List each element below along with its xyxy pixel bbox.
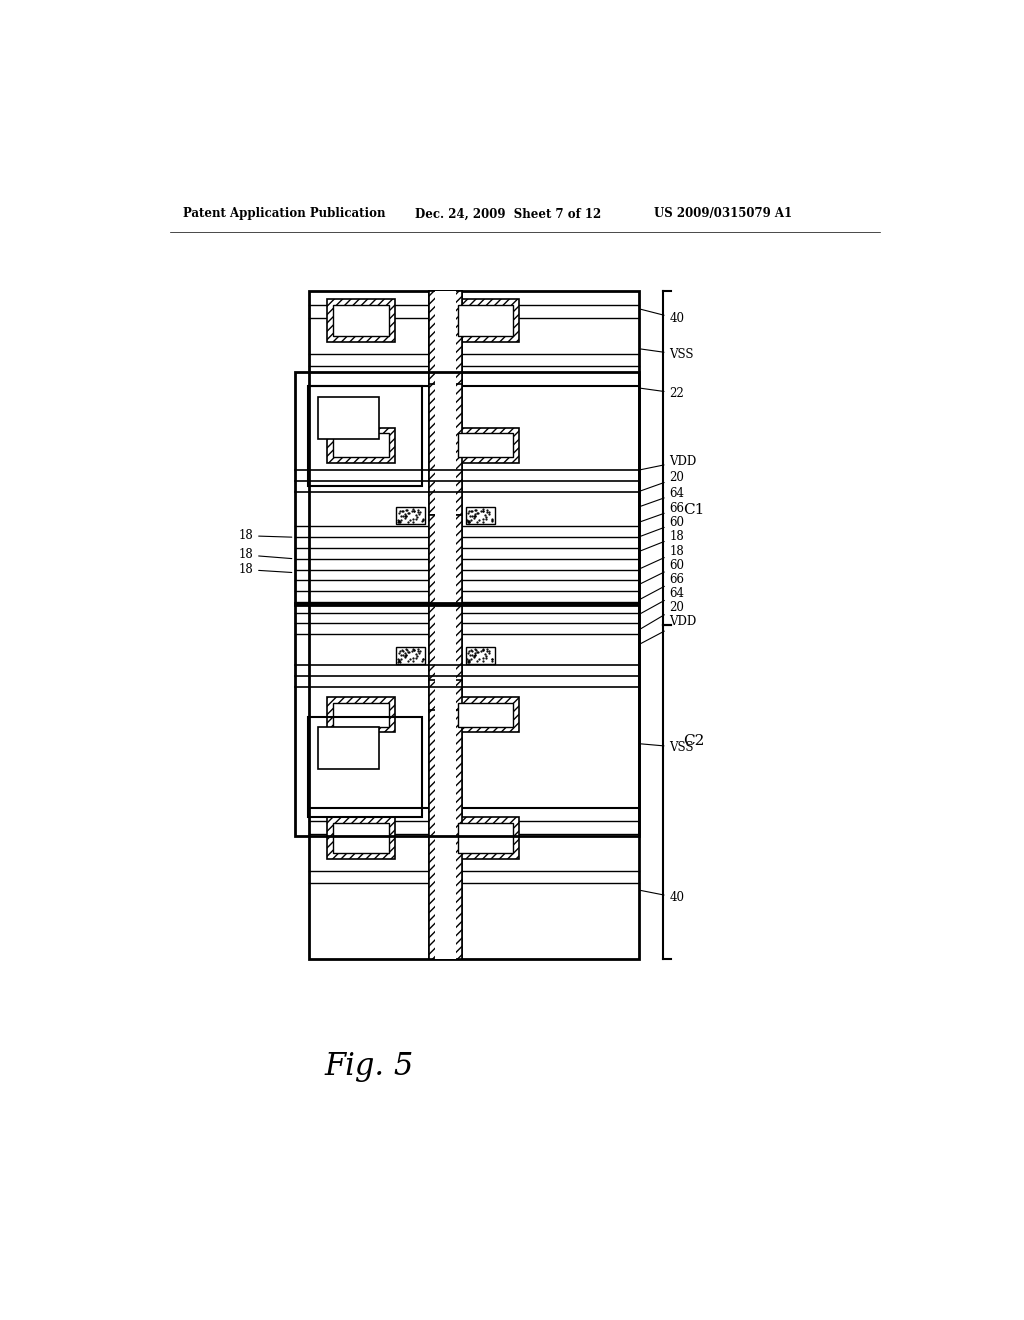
Text: 18: 18 [239, 564, 292, 576]
Text: 64: 64 [641, 487, 685, 507]
Text: 18: 18 [641, 545, 684, 569]
Text: VSS: VSS [641, 741, 694, 754]
Bar [452, 428, 519, 462]
Bar [295, 603, 639, 836]
Text: 66: 66 [640, 573, 685, 599]
Text: C1: C1 [683, 503, 705, 516]
Bar [429, 515, 462, 682]
Text: 66: 66 [641, 502, 685, 521]
Bar [333, 822, 388, 853]
Bar [458, 822, 513, 853]
Text: US 2009/0315079 A1: US 2009/0315079 A1 [654, 207, 793, 220]
Bar [429, 290, 462, 385]
Text: 18: 18 [239, 548, 292, 561]
Bar [429, 681, 462, 711]
Text: 40: 40 [641, 891, 685, 904]
Bar [317, 726, 379, 770]
Bar [466, 507, 495, 524]
Bar [317, 397, 379, 440]
Text: Fig. 5: Fig. 5 [325, 1052, 414, 1082]
Bar [466, 647, 495, 664]
Text: VSS: VSS [641, 348, 694, 362]
Bar [452, 697, 519, 733]
Bar [429, 384, 462, 515]
Bar [333, 433, 388, 457]
Bar [307, 717, 422, 817]
Bar [327, 428, 394, 462]
Text: 60: 60 [640, 560, 685, 583]
Bar [327, 697, 394, 733]
Bar [429, 290, 462, 960]
Bar [307, 385, 422, 486]
Text: Dec. 24, 2009  Sheet 7 of 12: Dec. 24, 2009 Sheet 7 of 12 [416, 207, 602, 220]
Bar [435, 290, 456, 385]
Bar [295, 372, 639, 605]
Bar [429, 710, 462, 960]
Bar [452, 300, 519, 342]
Bar [435, 290, 456, 960]
Bar [327, 817, 394, 859]
Bar [309, 290, 639, 960]
Text: Patent Application Publication: Patent Application Publication [183, 207, 385, 220]
Bar [458, 305, 513, 335]
Text: 18: 18 [239, 529, 292, 543]
Text: VDD: VDD [640, 615, 696, 644]
Bar [327, 300, 394, 342]
Text: 20: 20 [641, 471, 684, 491]
Bar [458, 433, 513, 457]
Bar [396, 507, 425, 524]
Text: 20: 20 [640, 601, 684, 630]
Bar [452, 817, 519, 859]
Bar [333, 305, 388, 335]
Text: 18: 18 [641, 529, 684, 550]
Text: 22: 22 [641, 387, 684, 400]
Bar [429, 290, 462, 387]
Bar [458, 702, 513, 726]
Bar [396, 647, 425, 664]
Text: 40: 40 [641, 309, 685, 325]
Text: VDD: VDD [641, 454, 696, 470]
Text: 60: 60 [641, 516, 685, 536]
Bar [333, 702, 388, 726]
Text: 64: 64 [640, 587, 685, 614]
Text: C2: C2 [683, 734, 705, 747]
